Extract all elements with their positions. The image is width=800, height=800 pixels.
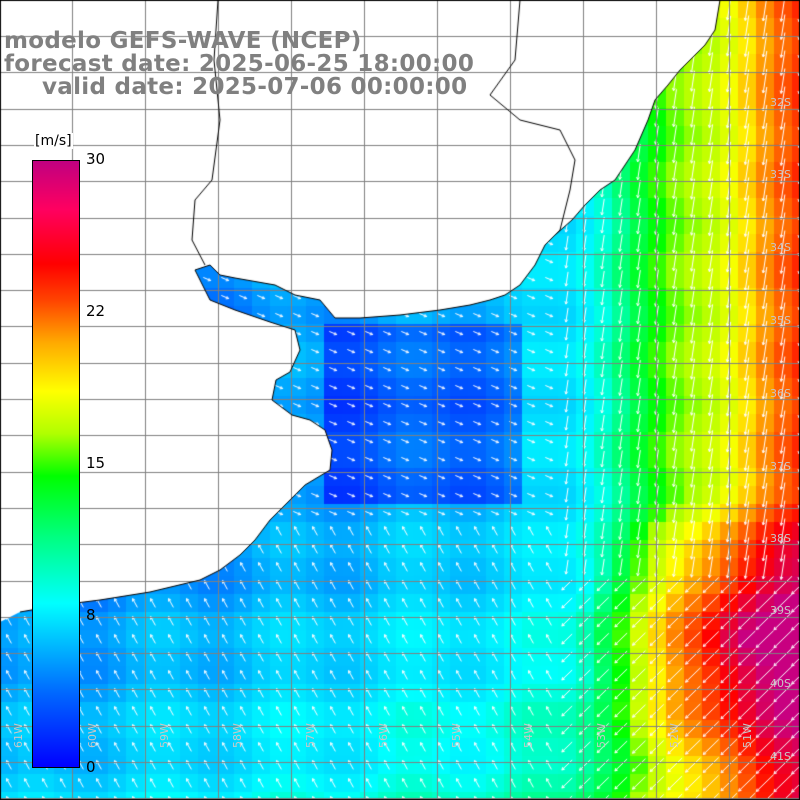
lon-label: 56W bbox=[377, 723, 390, 748]
lon-label: 55W bbox=[450, 723, 463, 748]
colorbar bbox=[32, 160, 80, 768]
lat-label: 41S bbox=[770, 750, 791, 763]
lon-label: 60W bbox=[86, 723, 99, 748]
colorbar-tick-22: 22 bbox=[86, 302, 106, 320]
lon-label: 52W bbox=[668, 723, 681, 748]
lat-label: 33S bbox=[770, 168, 791, 181]
lat-label: 34S bbox=[770, 241, 791, 254]
lon-label: 59W bbox=[158, 723, 171, 748]
colorbar-tick-0: 0 bbox=[86, 758, 96, 776]
model-title: modelo GEFS-WAVE (NCEP) bbox=[4, 28, 362, 54]
lon-label: 53W bbox=[595, 723, 608, 748]
lon-label: 61W bbox=[12, 723, 25, 748]
valid-date: valid date: 2025-07-06 00:00:00 bbox=[42, 74, 468, 100]
lat-label: 37S bbox=[770, 460, 791, 473]
lat-label: 36S bbox=[770, 387, 791, 400]
colorbar-tick-30: 30 bbox=[86, 150, 106, 168]
lat-label: 39S bbox=[770, 604, 791, 617]
lon-label: 54W bbox=[522, 723, 535, 748]
map-title: modelo GEFS-WAVE (NCEP) forecast date: 2… bbox=[4, 30, 474, 99]
lat-label: 38S bbox=[770, 532, 791, 545]
colorbar-unit: [m/s] bbox=[34, 133, 73, 149]
forecast-date: forecast date: 2025-06-25 18:00:00 bbox=[4, 51, 475, 77]
lat-label: 40S bbox=[770, 677, 791, 690]
lon-label: 57W bbox=[304, 723, 317, 748]
lat-label: 32S bbox=[770, 96, 791, 109]
lon-label: 51W bbox=[741, 723, 754, 748]
lat-label: 35S bbox=[770, 314, 791, 327]
lon-label: 58W bbox=[231, 723, 244, 748]
colorbar-tick-15: 15 bbox=[86, 454, 106, 472]
colorbar-tick-8: 8 bbox=[86, 606, 96, 624]
